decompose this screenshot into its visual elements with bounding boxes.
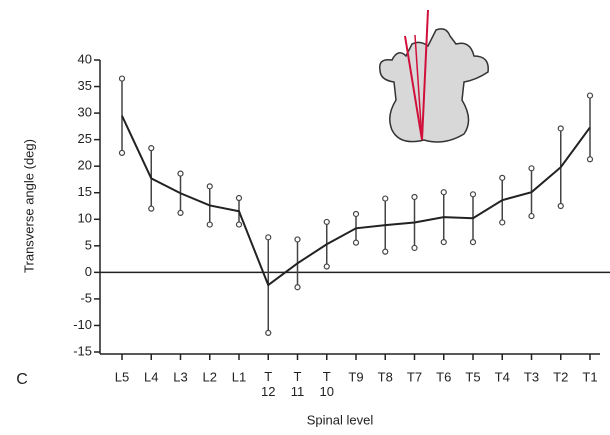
y-axis-label: Transverse angle (deg) <box>21 139 36 273</box>
y-tick-label: 25 <box>78 131 92 146</box>
error-cap <box>323 218 330 226</box>
error-cap <box>265 234 272 241</box>
error-cap <box>440 189 447 196</box>
error-cap <box>586 156 594 163</box>
vertebra-shape <box>379 28 489 143</box>
error-cap <box>352 239 360 246</box>
x-tick-label: T3 <box>524 369 539 384</box>
error-cap <box>235 221 243 228</box>
x-tick-label-line: 12 <box>261 384 275 399</box>
x-tick-label: L3 <box>173 369 187 384</box>
x-tick-label: L4 <box>144 369 158 384</box>
y-tick-label: 15 <box>78 184 92 199</box>
error-cap <box>323 263 330 270</box>
vertebra-illustration <box>379 9 489 143</box>
x-tick-label-line: T <box>264 369 272 384</box>
error-cap <box>177 209 184 217</box>
y-tick-label: 35 <box>78 78 92 93</box>
x-tick-label: T6 <box>436 369 451 384</box>
error-cap <box>499 174 506 181</box>
axis-line-red <box>414 34 423 141</box>
error-cap <box>411 244 418 252</box>
error-cap <box>469 191 477 198</box>
error-cap <box>440 239 447 246</box>
y-tick-label: 30 <box>78 105 92 120</box>
error-cap <box>528 165 535 172</box>
y-tick-label: -5 <box>80 290 92 305</box>
y-tick-label: 40 <box>78 51 92 66</box>
x-tick-label: L2 <box>203 369 217 384</box>
x-tick-label: T7 <box>407 369 422 384</box>
error-cap <box>148 145 155 152</box>
error-cap <box>206 221 213 228</box>
error-cap <box>499 219 506 226</box>
y-tick-label: 20 <box>78 158 92 173</box>
error-cap <box>411 193 418 201</box>
x-tick-label: L1 <box>232 369 246 384</box>
axis-line-red <box>421 9 429 141</box>
y-tick-label: -15 <box>73 343 92 358</box>
error-cap <box>382 248 389 255</box>
y-tick-label: -10 <box>73 317 92 332</box>
y-tick-label: 0 <box>85 264 92 279</box>
error-cap <box>469 239 477 246</box>
x-tick-label: T4 <box>495 369 510 384</box>
x-tick-label: L5 <box>115 369 129 384</box>
x-tick-label: T 12 <box>261 369 275 399</box>
x-tick-label-line: T <box>294 369 302 384</box>
error-cap <box>206 183 213 190</box>
error-cap <box>177 170 184 177</box>
error-cap <box>528 212 535 220</box>
x-tick-label: T 11 <box>291 369 305 399</box>
x-tick-label: T8 <box>378 369 393 384</box>
y-tick-label: 10 <box>78 211 92 226</box>
error-cap <box>294 284 301 291</box>
error-cap <box>235 194 243 202</box>
error-cap <box>118 75 126 82</box>
error-cap <box>265 329 272 336</box>
x-tick-label: T1 <box>582 369 597 384</box>
y-tick-label: 5 <box>85 237 92 252</box>
x-tick-label-line: T <box>323 369 331 384</box>
error-cap <box>294 236 301 243</box>
error-cap <box>148 205 155 212</box>
error-cap <box>557 125 564 132</box>
data-line <box>121 115 591 287</box>
error-cap <box>352 210 360 218</box>
x-tick-label: T9 <box>348 369 363 384</box>
error-cap <box>382 195 389 202</box>
panel-label: C <box>16 371 28 388</box>
error-cap <box>118 149 126 157</box>
axis-line-red <box>404 35 423 141</box>
x-tick-label: T5 <box>465 369 480 384</box>
x-tick-label: T 10 <box>320 369 334 399</box>
x-axis-label: Spinal level <box>307 412 374 427</box>
x-tick-label-line: 10 <box>320 384 334 399</box>
error-cap <box>586 92 594 99</box>
x-tick-label: T2 <box>553 369 568 384</box>
error-cap <box>557 202 564 210</box>
x-tick-label-line: 11 <box>291 384 305 399</box>
